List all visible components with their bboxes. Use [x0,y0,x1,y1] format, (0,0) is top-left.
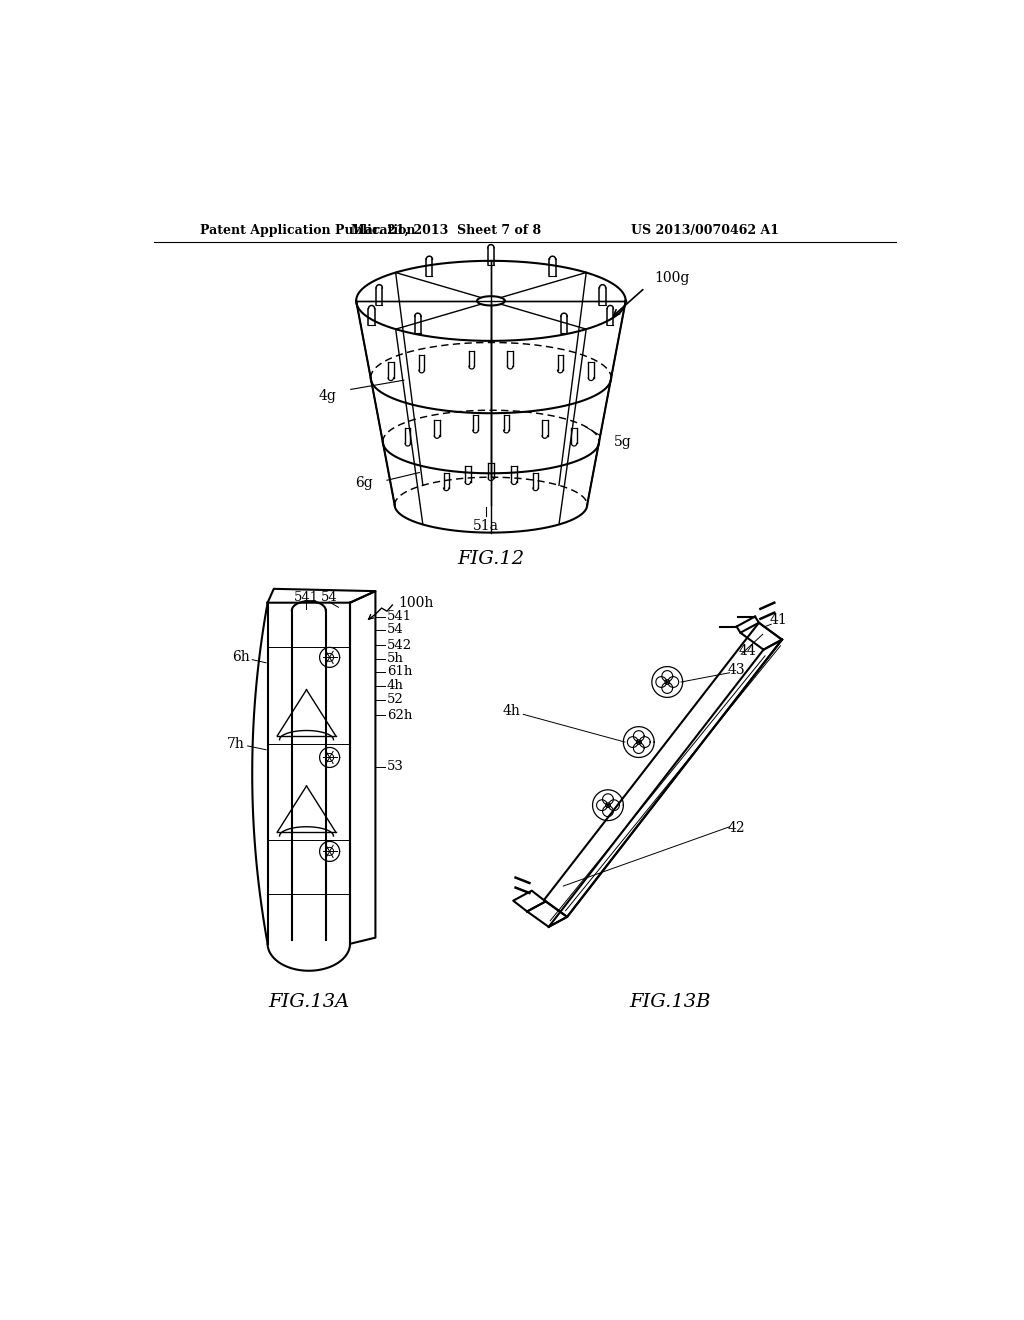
Text: 53: 53 [387,760,403,774]
Text: 7h: 7h [226,737,245,751]
Text: FIG.12: FIG.12 [458,550,524,568]
Text: 4g: 4g [319,388,337,403]
Text: 54: 54 [387,623,403,636]
Text: 61h: 61h [387,665,413,678]
Text: Patent Application Publication: Patent Application Publication [200,223,416,236]
Text: 43: 43 [727,664,744,677]
Text: Mar. 21, 2013  Sheet 7 of 8: Mar. 21, 2013 Sheet 7 of 8 [351,223,542,236]
Text: 100h: 100h [398,597,434,610]
Text: 4h: 4h [503,705,520,718]
Text: 5g: 5g [614,434,632,449]
Text: 541: 541 [387,610,412,623]
Text: 6g: 6g [355,477,373,490]
Text: 6h: 6h [232,651,250,664]
Text: 52: 52 [387,693,403,706]
Text: 5h: 5h [387,652,403,665]
Text: 100g: 100g [654,271,689,285]
Text: 42: 42 [727,821,744,836]
Text: 541: 541 [294,591,318,603]
Text: 51a: 51a [473,520,500,533]
Text: FIG.13A: FIG.13A [268,993,350,1011]
Text: FIG.13B: FIG.13B [629,993,711,1011]
Text: 54: 54 [321,591,338,603]
Text: 44: 44 [739,644,757,659]
Text: 41: 41 [770,614,787,627]
Text: US 2013/0070462 A1: US 2013/0070462 A1 [631,223,779,236]
Text: 542: 542 [387,639,412,652]
Text: 4h: 4h [387,680,403,693]
Text: 62h: 62h [387,709,413,722]
